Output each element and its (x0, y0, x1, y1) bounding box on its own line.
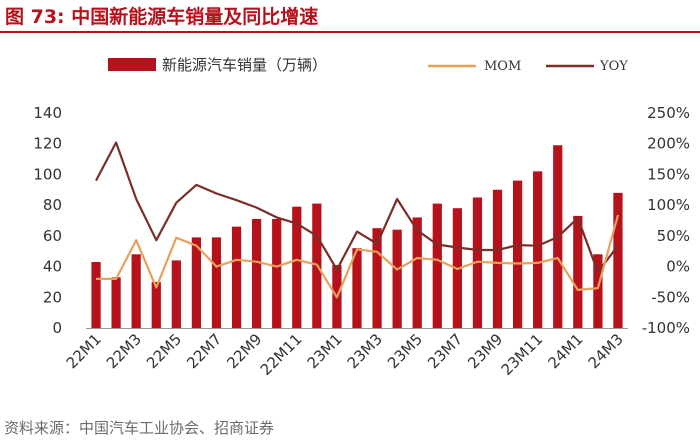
right-tick-label: 250% (647, 104, 690, 122)
bar-24M1 (573, 215, 583, 328)
axes: 0 20 40 60 80 100 120 140 -100% -50% 0% 50% 100% 150%… (33, 104, 690, 379)
yoy-line (95, 141, 619, 274)
bar-23M10 (512, 180, 523, 328)
left-tick-label: 0 (52, 319, 62, 337)
bar-23M9 (492, 189, 503, 328)
x-tick-label: 22M11 (257, 330, 306, 379)
bar-23M11 (533, 171, 543, 328)
bar-24M3 (613, 192, 623, 328)
bar-22M5 (171, 260, 181, 328)
bar-23M4 (392, 229, 402, 328)
bar-22M8 (231, 226, 242, 328)
x-tick-label: 22M1 (63, 330, 105, 372)
x-tick-label: 23M5 (384, 330, 426, 372)
title-rule (0, 31, 700, 33)
bar-24M2 (593, 254, 603, 328)
left-tick-label: 140 (33, 104, 62, 122)
bar-22M2 (111, 277, 121, 328)
chart-canvas: 新能源汽车销量（万辆） MOM YOY 0 20 40 60 80 100 120 140 -1… (33, 56, 690, 379)
bar-22M4 (151, 281, 161, 328)
bar-23M2 (352, 248, 362, 328)
right-tick-label: 150% (647, 165, 690, 183)
right-tick-label: -50% (651, 288, 690, 306)
bar-22M7 (211, 237, 222, 328)
bar-22M6 (191, 237, 202, 328)
x-tick-label: 23M11 (498, 330, 547, 379)
bar-series (91, 145, 623, 328)
x-tick-label: 22M5 (143, 330, 185, 372)
legend-label-sales: 新能源汽车销量（万辆） (162, 56, 327, 74)
legend-swatch-sales (108, 58, 156, 71)
x-tick-label: 23M7 (424, 330, 466, 372)
right-tick-label: 200% (647, 135, 690, 153)
x-tick-label: 24M1 (545, 330, 587, 372)
source-note: 资料来源：中国汽车工业协会、招商证券 (4, 419, 275, 437)
right-tick-label: 0% (666, 258, 690, 276)
left-tick-label: 20 (43, 288, 62, 306)
bar-22M1 (91, 261, 101, 328)
legend-label-mom: MOM (484, 59, 521, 74)
mom-line (96, 214, 620, 299)
right-tick-label: -100% (642, 319, 690, 337)
bar-23M5 (412, 217, 422, 328)
line-series (95, 141, 620, 299)
x-tick-label: 24M3 (585, 330, 627, 372)
left-tick-label: 80 (43, 196, 62, 214)
bar-22M10 (272, 218, 282, 328)
bar-23M6 (432, 203, 442, 328)
x-tick-label: 23M1 (304, 330, 346, 372)
left-tick-label: 60 (43, 227, 62, 245)
x-tick-label: 22M7 (183, 330, 225, 372)
left-tick-label: 120 (33, 135, 62, 153)
bar-22M11 (292, 206, 302, 328)
figure-title: 图 73: 中国新能源车销量及同比增速 (5, 6, 319, 28)
legend-label-yoy: YOY (599, 59, 628, 74)
x-tick-label: 22M3 (103, 330, 145, 372)
x-tick-label: 23M3 (344, 330, 386, 372)
bar-23M3 (372, 228, 382, 328)
legend: 新能源汽车销量（万辆） MOM YOY (108, 56, 628, 74)
bar-22M9 (252, 218, 262, 328)
bar-22M3 (131, 254, 141, 328)
right-tick-label: 100% (647, 196, 690, 214)
left-tick-label: 40 (43, 258, 62, 276)
left-tick-label: 100 (33, 165, 62, 183)
right-tick-label: 50% (657, 227, 690, 245)
